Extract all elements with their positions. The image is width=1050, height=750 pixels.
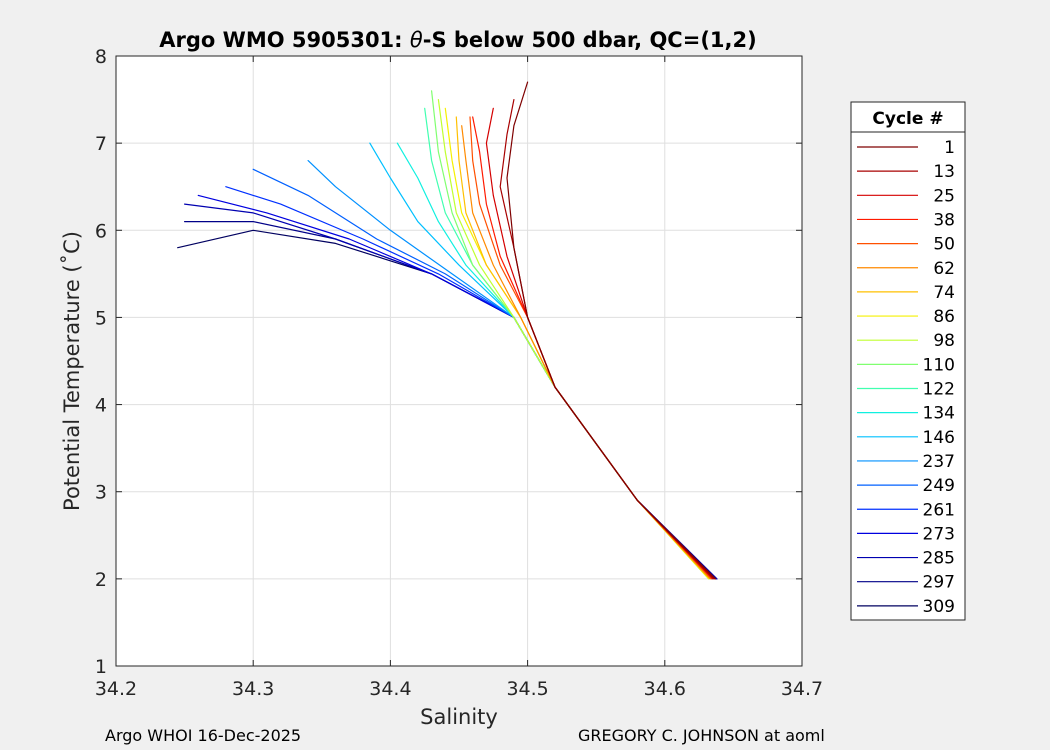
legend-label: 297 <box>923 573 955 593</box>
legend-label: 62 <box>933 259 955 279</box>
plot-area <box>116 56 802 666</box>
x-tick-label: 34.3 <box>232 678 274 700</box>
legend-entry: 249 <box>857 476 955 496</box>
legend-entry: 110 <box>857 355 955 375</box>
legend-entry: 237 <box>857 452 955 472</box>
legend-label: 261 <box>923 500 955 520</box>
legend-label: 86 <box>933 307 955 327</box>
footer-left: Argo WHOI 16-Dec-2025 <box>105 726 301 745</box>
y-tick-label: 8 <box>95 46 107 68</box>
legend: Cycle # 1 13 25 38 50 62 74 86 98 110 122 134 146 237… <box>850 101 966 621</box>
legend-entry: 273 <box>857 524 955 544</box>
legend-label: 237 <box>923 452 955 472</box>
y-tick-label: 7 <box>95 133 107 155</box>
y-tick-label: 3 <box>95 482 107 504</box>
legend-entry: 13 <box>857 162 955 182</box>
legend-label: 122 <box>923 380 955 400</box>
y-tick-label: 2 <box>95 569 107 591</box>
legend-entry: 285 <box>857 549 955 569</box>
x-tick-label: 34.7 <box>781 678 823 700</box>
series-layer <box>177 81 718 580</box>
legend-label: 13 <box>933 162 955 182</box>
legend-label: 25 <box>933 186 955 206</box>
series-line-cycle-1 <box>506 81 717 580</box>
legend-label: 146 <box>923 428 955 448</box>
y-tick-label: 1 <box>95 656 107 678</box>
legend-entry: 309 <box>857 597 955 617</box>
legend-entry: 86 <box>857 307 955 327</box>
legend-title: Cycle # <box>872 109 943 129</box>
x-tick-label: 34.2 <box>95 678 137 700</box>
legend-label: 50 <box>933 235 955 255</box>
legend-entry: 25 <box>857 186 955 206</box>
legend-label: 285 <box>923 549 955 569</box>
legend-label: 74 <box>933 283 955 303</box>
legend-label: 134 <box>923 404 955 424</box>
legend-entry: 38 <box>857 210 955 230</box>
x-axis-label: Salinity <box>420 705 498 729</box>
legend-entry: 74 <box>857 283 955 303</box>
footer-right: GREGORY C. JOHNSON at aoml <box>578 726 825 745</box>
x-tick-label: 34.5 <box>506 678 548 700</box>
legend-entry: 261 <box>857 500 955 520</box>
y-axis-label: Potential Temperature (˚C) <box>60 231 84 511</box>
x-tick-label: 34.4 <box>369 678 411 700</box>
legend-label: 273 <box>923 524 955 544</box>
legend-entry: 297 <box>857 573 955 593</box>
legend-entry: 134 <box>857 404 955 424</box>
ticks: 34.2 34.3 34.4 34.5 34.6 34.7 1 2 3 4 5 6 7 8 <box>95 46 823 700</box>
legend-label: 98 <box>933 331 955 351</box>
legend-label: 110 <box>923 355 955 375</box>
legend-label: 38 <box>933 210 955 230</box>
y-tick-label: 6 <box>95 220 107 242</box>
legend-label: 249 <box>923 476 955 496</box>
x-tick-label: 34.6 <box>644 678 686 700</box>
legend-entry: 146 <box>857 428 955 448</box>
legend-entry: 98 <box>857 331 955 351</box>
y-tick-label: 4 <box>95 395 107 417</box>
legend-entry: 62 <box>857 259 955 279</box>
y-tick-label: 5 <box>95 307 107 329</box>
legend-entry: 50 <box>857 235 955 255</box>
legend-entry: 1 <box>857 138 955 158</box>
axes-box <box>115 55 803 667</box>
legend-entry: 122 <box>857 380 955 400</box>
legend-label: 1 <box>944 138 955 158</box>
chart-title: Argo WMO 5905301: θ-S below 500 dbar, QC… <box>159 28 756 52</box>
legend-label: 309 <box>923 597 955 617</box>
